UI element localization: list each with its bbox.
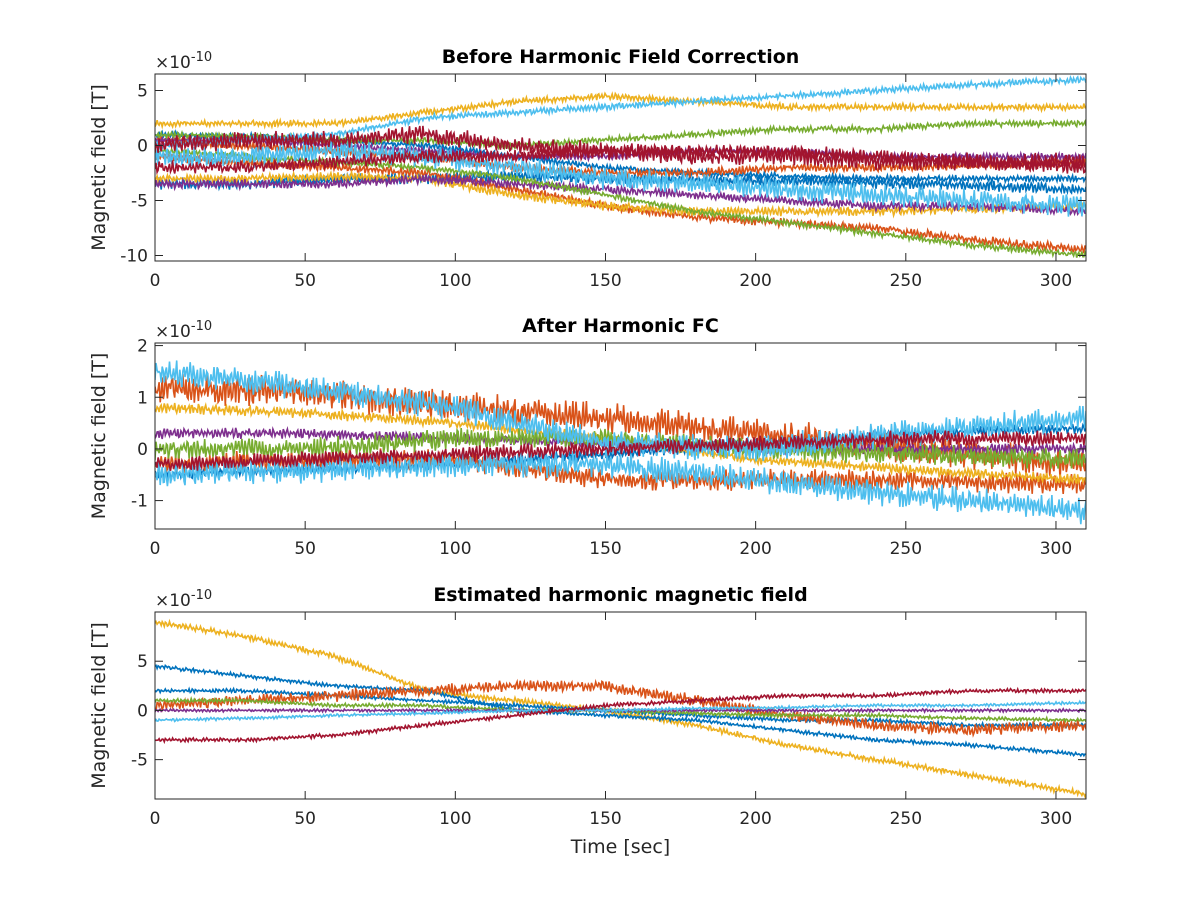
- series-line-5: [155, 695, 1086, 724]
- x-tick-label: 100: [439, 539, 471, 559]
- series-line-14: [155, 142, 1086, 176]
- exponent-base: ×10: [155, 322, 191, 342]
- series-line-3: [155, 150, 1086, 254]
- x-tick-label: 250: [890, 271, 922, 291]
- x-tick-label: 300: [1040, 809, 1072, 829]
- axes-title: After Harmonic FC: [522, 315, 719, 337]
- y-tick-label: 0: [137, 701, 148, 721]
- plot-lines: [155, 360, 1086, 525]
- ticks: 0 50 100 150 200 250 300 2 1 0 -1: [131, 337, 1086, 559]
- series-line-13: [155, 125, 1086, 171]
- x-tick-label: 100: [439, 271, 471, 291]
- exponent-base: ×10: [155, 53, 191, 73]
- y-tick-label: -1: [131, 492, 148, 512]
- axes-after-fc: After Harmonic FC Magnetic field [T] ×10…: [88, 315, 1087, 559]
- exponent-power: -10: [191, 319, 212, 334]
- series-line-2: [155, 663, 1086, 758]
- axes-frame: [154, 611, 1087, 800]
- series-line-7: [155, 172, 1086, 218]
- axes-estimated-harmonic: Estimated harmonic magnetic field Magnet…: [88, 584, 1087, 858]
- x-tick-label: 150: [589, 271, 621, 291]
- y-exponent-label: ×10-10: [155, 588, 212, 611]
- y-tick-label: -5: [131, 192, 148, 212]
- x-axis-label: Time [sec]: [570, 836, 670, 858]
- y-tick-label: 1: [137, 388, 148, 408]
- axes-frame: [154, 73, 1087, 262]
- series-line-9: [155, 430, 1086, 471]
- axes-title: Before Harmonic Field Correction: [442, 46, 800, 68]
- x-tick-label: 50: [294, 539, 316, 559]
- x-tick-label: 300: [1040, 271, 1072, 291]
- y-exponent-label: ×10-10: [155, 50, 212, 73]
- x-tick-label: 100: [439, 809, 471, 829]
- x-tick-label: 200: [739, 271, 771, 291]
- exponent-power: -10: [191, 588, 212, 603]
- series-line-6: [155, 169, 1086, 219]
- x-tick-label: 250: [890, 539, 922, 559]
- x-tick-label: 200: [739, 539, 771, 559]
- y-tick-label: 5: [137, 652, 148, 672]
- y-tick-label: 5: [137, 82, 148, 102]
- y-exponent-label: ×10-10: [155, 319, 212, 342]
- x-tick-label: 0: [150, 539, 161, 559]
- plot-lines: [155, 74, 1086, 259]
- series-line-12: [155, 140, 1086, 217]
- y-axis-label: Magnetic field [T]: [88, 622, 110, 789]
- x-tick-label: 0: [150, 271, 161, 291]
- axes-before-correction: Before Harmonic Field Correction Magneti…: [88, 46, 1087, 291]
- axes-frame: [154, 342, 1087, 530]
- x-tick-label: 200: [739, 809, 771, 829]
- series-line-5: [155, 91, 1086, 130]
- x-tick-label: 150: [589, 809, 621, 829]
- x-tick-label: 50: [294, 271, 316, 291]
- plot-lines: [155, 618, 1086, 799]
- x-tick-label: 250: [890, 809, 922, 829]
- x-tick-label: 0: [150, 809, 161, 829]
- x-tick-label: 150: [589, 539, 621, 559]
- x-tick-label: 300: [1040, 539, 1072, 559]
- x-tick-label: 50: [294, 809, 316, 829]
- exponent-power: -10: [191, 50, 212, 65]
- y-tick-label: 0: [137, 137, 148, 157]
- series-line-7: [155, 699, 1086, 723]
- series-line-4: [155, 678, 1086, 738]
- y-tick-label: 0: [137, 440, 148, 460]
- axes-title: Estimated harmonic magnetic field: [433, 584, 807, 606]
- y-tick-label: -10: [120, 247, 148, 267]
- exponent-base: ×10: [155, 591, 191, 611]
- series-line-8: [155, 450, 1086, 525]
- series-line-8: [155, 686, 1086, 745]
- y-axis-label: Magnetic field [T]: [88, 84, 110, 251]
- y-axis-label: Magnetic field [T]: [88, 353, 110, 520]
- y-tick-label: -5: [131, 751, 148, 771]
- y-tick-label: 2: [137, 337, 148, 357]
